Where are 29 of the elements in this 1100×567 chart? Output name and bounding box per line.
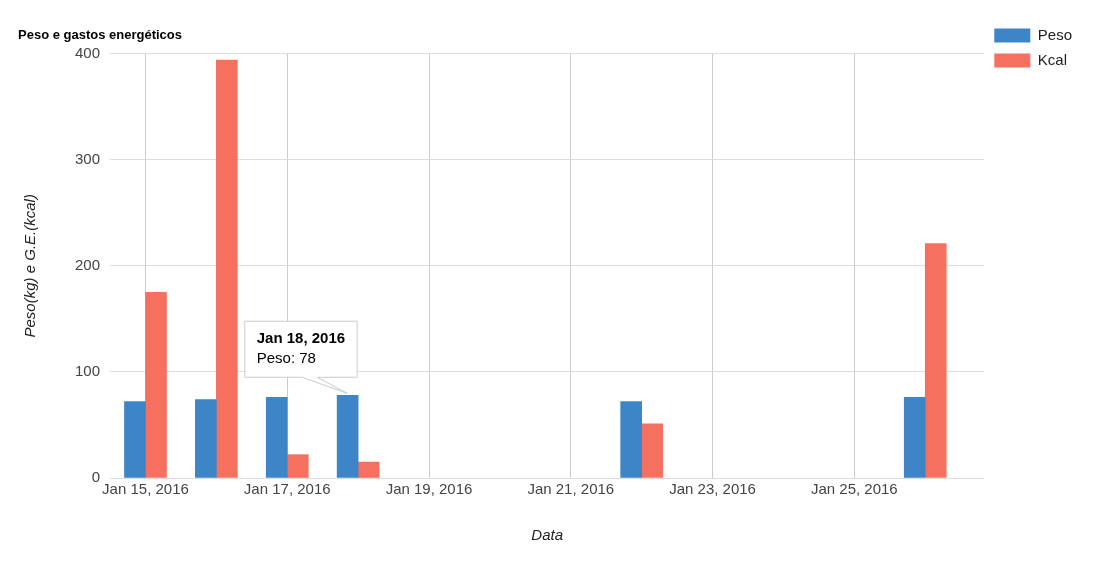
y-tick-label: 400	[75, 43, 101, 61]
y-tick-label: 200	[75, 255, 101, 273]
x-tick-label: Jan 21, 2016	[527, 480, 615, 498]
x-tick-label: Jan 15, 2016	[102, 480, 189, 498]
bar	[924, 243, 947, 478]
bar	[145, 292, 167, 478]
legend-label: Kcal	[1037, 50, 1067, 68]
y-axis-title: Peso(kg) e G.E.(kcal)	[21, 194, 39, 338]
legend-label: Peso	[1037, 25, 1073, 43]
x-axis-title: Data	[531, 526, 564, 544]
x-tick-label: Jan 23, 2016	[669, 480, 756, 498]
bar	[336, 394, 359, 478]
bar	[641, 423, 664, 478]
bar	[216, 59, 238, 478]
bar	[357, 461, 380, 478]
x-tick-label: Jan 17, 2016	[243, 480, 331, 498]
bar	[195, 399, 217, 478]
chart-title: Peso e gastos energéticos	[18, 27, 183, 43]
bar	[286, 454, 309, 478]
bar	[124, 401, 146, 478]
bar	[903, 397, 926, 478]
bar	[265, 397, 288, 478]
y-tick-label: 0	[91, 468, 101, 486]
annotation: Jan 18, 2016 Peso: 78	[256, 328, 346, 366]
y-tick-label: 100	[75, 362, 101, 380]
x-tick-label: Jan 19, 2016	[385, 480, 473, 498]
y-tick-label: 300	[75, 149, 101, 167]
x-tick-label: Jan 25, 2016	[810, 480, 898, 498]
bar	[620, 401, 643, 478]
